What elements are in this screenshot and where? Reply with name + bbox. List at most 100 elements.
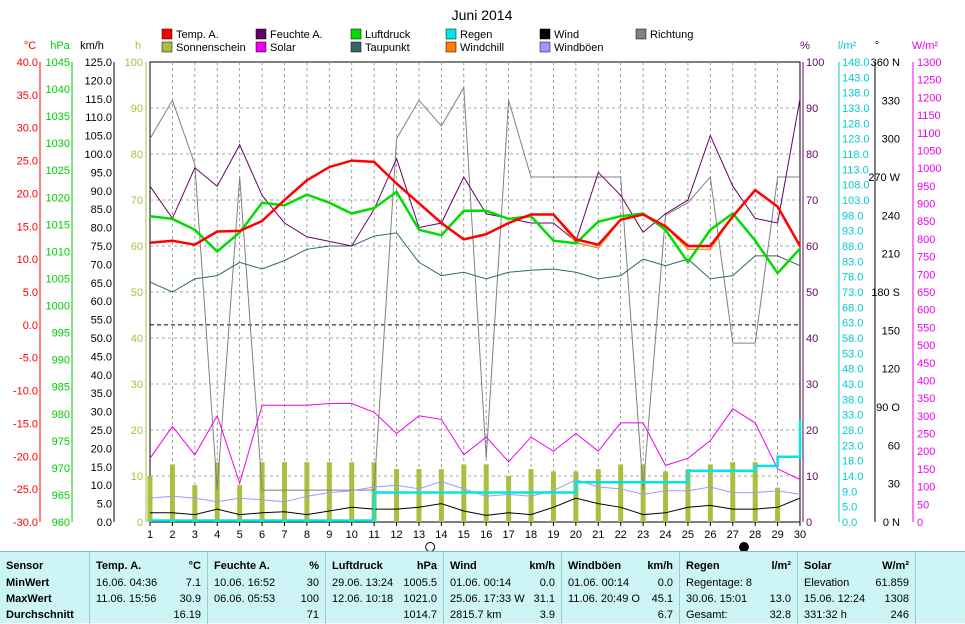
series-line-luftdruck (149, 190, 801, 276)
rain-axis-tick-15: 73.0 (842, 287, 863, 299)
rain-axis-tick-25: 23.0 (842, 440, 863, 452)
temp-axis-tick-12: -20.0 (13, 451, 38, 463)
x-tick-2: 2 (169, 529, 175, 541)
deg-axis-tick-1: 330 (882, 95, 900, 107)
kmh-axis-tick-15: 50.0 (91, 333, 112, 345)
col-title: Wind (450, 560, 477, 572)
max-value: 30.9 (179, 593, 201, 605)
kmh-axis-tick-4: 105.0 (84, 131, 112, 143)
solar-axis-tick-25: 50 (917, 499, 929, 511)
x-tick-27: 27 (727, 529, 739, 541)
avg-label: 2815.7 km (450, 609, 502, 621)
legend-swatch-6 (161, 41, 173, 53)
row-label-max: MaxWert (6, 593, 52, 605)
kmh-axis-tick-16: 45.0 (91, 351, 112, 363)
rain-axis-tick-12: 88.0 (842, 241, 863, 253)
solar-axis-tick-20: 300 (917, 411, 935, 423)
rain-axis-tick-5: 123.0 (842, 134, 870, 146)
x-tick-20: 20 (570, 529, 582, 541)
kmh-axis-tick-25: 0.0 (97, 517, 112, 529)
hpa-axis-tick-0: 1045 (46, 57, 70, 69)
summary-row-labels: Sensor MinWert MaxWert Durchschnitt (0, 552, 90, 624)
min-time: 16.06. 04:36 (96, 577, 158, 589)
solar-axis-tick-6: 1000 (917, 163, 941, 175)
solar-axis-tick-22: 200 (917, 446, 935, 458)
max-time: 15.06. 12:24 (804, 593, 866, 605)
temp-axis-tick-9: -5.0 (19, 353, 38, 365)
legend-swatch-5 (635, 28, 647, 40)
temp-axis-tick-8: 0.0 (23, 320, 38, 332)
h-axis-tick-5: 50 (131, 287, 143, 299)
rain-axis-tick-17: 63.0 (842, 318, 863, 330)
deg-axis-tick-8: 120 (882, 364, 900, 376)
deg-axis-tick-11: 30 (888, 479, 900, 491)
x-tick-6: 6 (259, 529, 265, 541)
summary-col-solar: Solar W/m² Elevation 61.859 15.06. 12:24 1308… (798, 552, 916, 624)
hpa-axis-tick-5: 1020 (46, 192, 70, 204)
col-unit: hPa (416, 560, 437, 572)
solar-axis-tick-18: 400 (917, 375, 935, 387)
x-tick-30: 30 (794, 529, 806, 541)
legend-label-5: Richtung (650, 29, 693, 41)
max-time: 30.06. 15:01 (686, 593, 748, 605)
rain-axis-tick-19: 53.0 (842, 348, 863, 360)
unit-kmh-unit: km/h (80, 40, 104, 52)
avg-value: 246 (890, 609, 909, 621)
solar-axis-tick-24: 100 (917, 482, 935, 494)
legend: Temp. A. Feuchte A. Luftdruck Regen Wind Rich… (161, 28, 693, 54)
col-unit: km/h (529, 560, 555, 572)
hpa-axis-tick-8: 1005 (46, 273, 70, 285)
temp-axis-tick-11: -15.0 (13, 418, 38, 430)
min-time: Elevation (804, 577, 850, 589)
solar-axis-tick-10: 800 (917, 234, 935, 246)
col-title: Solar (804, 560, 832, 572)
kmh-axis-tick-11: 70.0 (91, 259, 112, 271)
h-axis-tick-8: 20 (131, 425, 143, 437)
solar-axis-tick-19: 350 (917, 393, 935, 405)
pct-axis-tick-1: 90 (806, 103, 818, 115)
kmh-axis-tick-18: 35.0 (91, 388, 112, 400)
max-value: 31.1 (533, 593, 555, 605)
x-tick-16: 16 (480, 529, 492, 541)
sunshine-bar-23 (640, 464, 646, 522)
solar-axis-tick-17: 450 (917, 358, 935, 370)
col-unit: % (309, 560, 319, 572)
pct-axis-tick-10: 0 (806, 517, 812, 529)
col-title: Temp. A. (96, 560, 142, 572)
hpa-axis-tick-1: 1040 (46, 84, 70, 96)
x-tick-7: 7 (281, 529, 287, 541)
col-title: Regen (686, 560, 720, 572)
legend-swatch-1 (255, 28, 267, 40)
x-tick-28: 28 (749, 529, 761, 541)
solar-axis-tick-0: 1300 (917, 57, 941, 69)
temp-axis-tick-4: 20.0 (17, 188, 38, 200)
x-tick-11: 11 (368, 529, 379, 541)
sunshine-bar-20 (573, 471, 579, 522)
solar-axis-tick-8: 900 (917, 199, 935, 211)
temp-axis-tick-10: -10.0 (13, 386, 38, 398)
rain-axis-tick-28: 9.0 (842, 486, 857, 498)
sunshine-bar-3 (192, 485, 198, 522)
col-title: Windböen (568, 560, 622, 572)
avg-value: 16.19 (173, 609, 201, 621)
legend-label-8: Taupunkt (365, 42, 410, 54)
legend-label-0: Temp. A. (176, 29, 219, 41)
summary-table: Sensor MinWert MaxWert Durchschnitt Temp… (0, 551, 965, 624)
kmh-axis-tick-12: 65.0 (91, 278, 112, 290)
temp-axis-tick-7: 5.0 (23, 287, 38, 299)
x-tick-14: 14 (435, 529, 447, 541)
col-unit: km/h (647, 560, 673, 572)
rain-axis-tick-1: 143.0 (842, 72, 870, 84)
solar-axis-tick-3: 1150 (917, 110, 941, 122)
rain-axis-tick-27: 14.0 (842, 471, 863, 483)
solar-axis-tick-13: 650 (917, 287, 935, 299)
kmh-axis-tick-8: 85.0 (91, 204, 112, 216)
solar-axis-tick-23: 150 (917, 464, 935, 476)
rain-axis-tick-6: 118.0 (842, 149, 869, 161)
legend-swatch-7 (255, 41, 267, 53)
kmh-axis-tick-2: 115.0 (85, 94, 112, 106)
kmh-axis-tick-19: 30.0 (91, 407, 112, 419)
x-tick-1: 1 (147, 529, 153, 541)
x-tick-25: 25 (682, 529, 694, 541)
h-axis-tick-3: 70 (131, 195, 143, 207)
